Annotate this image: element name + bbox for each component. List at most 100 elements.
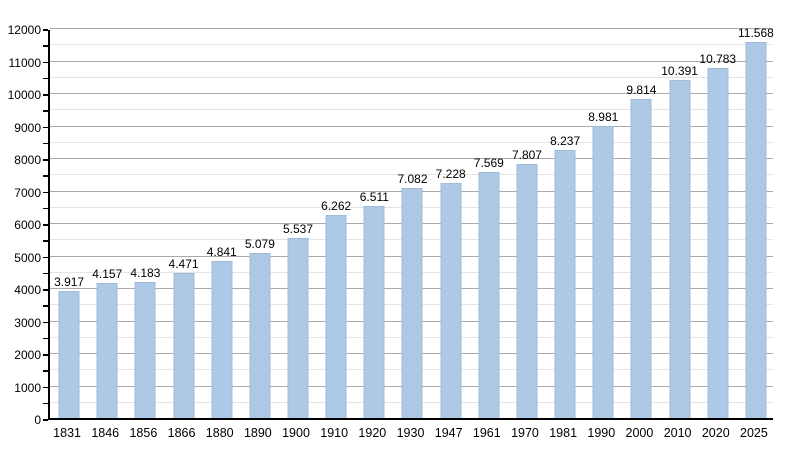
y-axis-tick [43,77,48,80]
bar-1900 [287,238,309,418]
bar-1920 [363,206,385,418]
bar-slot: 8.981 [584,28,622,418]
y-axis-tick [43,29,48,31]
y-axis-tick [43,61,48,63]
y-axis-tick [43,175,48,177]
bar-slot: 6.262 [317,28,355,418]
x-tick-label: 2000 [625,426,654,440]
y-tick-label: 7000 [14,185,41,200]
y-axis-tick [43,305,48,307]
bar-value-label: 7.807 [511,148,542,163]
bar-1890 [249,252,271,418]
bar-1846 [96,282,118,418]
bar-1856 [134,282,156,418]
plot-area: 3.917 4.157 4.183 4.471 4.841 5.079 5.537 6.262… [48,26,775,420]
x-tick-label: 1970 [511,426,539,440]
bar-1970 [516,164,538,418]
bar-2025 [745,42,767,418]
y-tick-label: 5000 [14,250,41,265]
y-axis-tick [43,370,48,372]
bar-2000 [630,99,652,418]
bar-slot: 11.568 [737,26,775,418]
y-axis-tick [43,94,48,96]
y-axis-tick [43,159,48,161]
y-axis-tick [43,386,48,388]
bar-slot: 10.783 [699,28,737,418]
y-axis-tick [43,224,48,226]
bar-value-label: 5.537 [283,222,314,237]
y-axis-tick [43,256,48,258]
bar-1961 [478,172,500,418]
y-axis-tick [43,289,48,291]
bar-slot: 9.814 [622,28,660,418]
x-tick-label: 1900 [282,426,310,440]
bar-slot: 4.841 [203,28,241,418]
y-axis-tick [43,419,48,421]
bar-value-label: 3.917 [54,274,85,289]
x-tick-label: 1910 [320,426,349,440]
bar-value-label: 10.783 [699,51,737,66]
bar-1910 [325,214,347,418]
bar-value-label: 6.262 [321,198,352,213]
major-gridline [50,125,773,127]
y-tick-label: 8000 [14,153,41,167]
major-gridline [50,28,773,29]
bar-value-label: 4.841 [206,244,237,259]
bar-2010 [669,80,691,418]
bar-slot: 7.228 [432,28,470,418]
bar-1990 [592,126,614,418]
y-tick-label: 3000 [14,315,41,330]
x-tick-label: 1947 [434,426,463,440]
bar-slot: 8.237 [546,28,584,418]
x-tick-label: 1990 [587,426,616,440]
x-tick-label: 1880 [205,426,234,440]
x-tick-label: 1856 [129,426,158,440]
bar-value-label: 5.079 [244,236,275,251]
y-tick-label: 9000 [14,120,41,135]
y-tick-label: 0 [34,413,41,427]
bar-slot: 5.079 [241,28,279,418]
y-axis-tick [43,321,48,323]
x-tick-label: 1981 [549,426,578,440]
bar-1866 [173,272,195,418]
bar-slot: 4.471 [164,28,202,418]
bar-value-label: 6.511 [359,190,389,205]
bar-value-label: 8.237 [550,134,581,149]
bar-slot: 7.807 [508,28,546,418]
y-axis-tick [43,110,48,112]
bar-slot: 6.511 [355,28,393,418]
y-axis-tick [43,191,48,193]
x-tick-label: 1890 [243,426,272,440]
bar-slot: 5.537 [279,28,317,418]
bar-value-label: 9.814 [626,83,657,98]
x-tick-label: 1930 [396,426,425,440]
minor-gridline [50,76,773,78]
y-axis-tick [43,126,48,128]
y-axis-tick [43,272,48,275]
x-tick-label: 1846 [91,426,120,440]
bar-1831 [58,290,80,418]
y-axis-tick [43,207,48,210]
major-gridline [50,60,773,62]
y-axis-tick [43,45,48,47]
bar-1981 [554,150,576,418]
y-tick-label: 1000 [14,380,41,395]
minor-gridline [50,174,773,176]
bar-value-label: 11.568 [738,26,774,41]
x-tick-label: 1961 [472,426,501,440]
bar-slot: 4.183 [126,28,164,418]
bar-slot: 7.569 [470,28,508,418]
bar-slot: 3.917 [50,28,88,418]
x-tick-label: 2025 [740,426,768,440]
x-tick-label: 1920 [358,426,387,440]
bar-1930 [401,187,423,418]
minor-gridline [50,141,773,143]
x-tick-label: 2010 [663,426,692,440]
bar-value-label: 7.228 [435,167,466,182]
major-gridline [50,93,773,94]
y-axis-tick [43,354,48,356]
minor-gridline [50,109,773,111]
y-tick-label: 11000 [8,55,41,70]
x-tick-label: 1831 [53,426,81,440]
